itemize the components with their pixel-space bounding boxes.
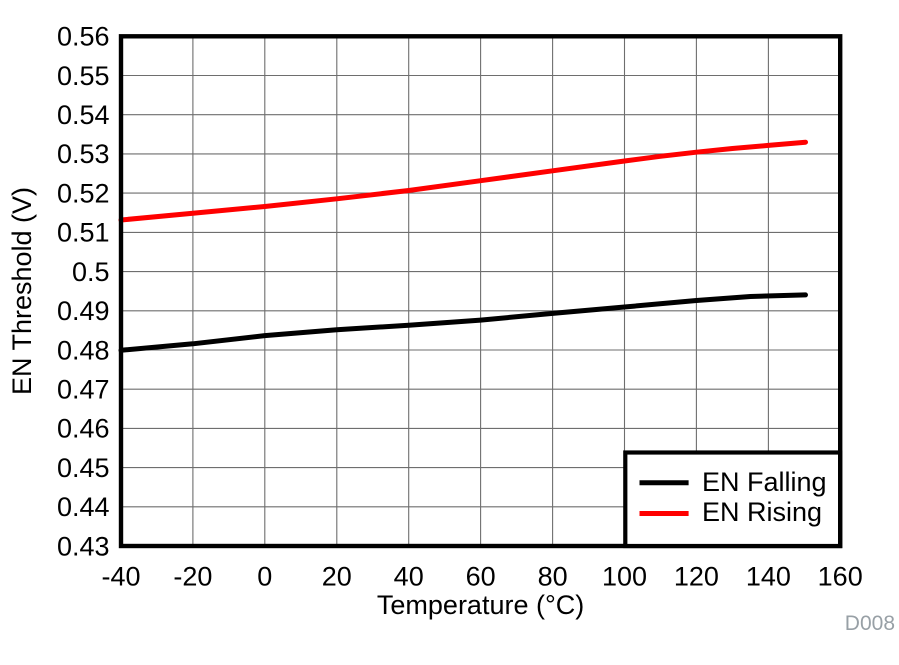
svg-text:D008: D008 xyxy=(845,612,895,635)
svg-text:0.45: 0.45 xyxy=(57,453,110,483)
svg-text:120: 120 xyxy=(674,561,719,591)
svg-text:0.47: 0.47 xyxy=(57,375,110,405)
svg-text:160: 160 xyxy=(818,561,863,591)
svg-text:0.54: 0.54 xyxy=(57,100,110,130)
svg-text:0.51: 0.51 xyxy=(57,218,110,248)
svg-text:0.52: 0.52 xyxy=(57,178,110,208)
svg-text:0.5: 0.5 xyxy=(72,257,110,287)
svg-text:20: 20 xyxy=(322,561,352,591)
svg-text:EN Rising: EN Rising xyxy=(702,497,822,527)
svg-text:EN Falling: EN Falling xyxy=(702,467,827,497)
svg-text:40: 40 xyxy=(394,561,424,591)
svg-text:0.55: 0.55 xyxy=(57,61,110,91)
svg-text:0.46: 0.46 xyxy=(57,414,110,444)
svg-text:0.56: 0.56 xyxy=(57,22,110,52)
svg-text:0.49: 0.49 xyxy=(57,296,110,326)
svg-text:0.44: 0.44 xyxy=(57,492,110,522)
svg-text:140: 140 xyxy=(746,561,791,591)
svg-text:0: 0 xyxy=(257,561,272,591)
svg-text:-40: -40 xyxy=(101,561,140,591)
svg-text:-20: -20 xyxy=(173,561,212,591)
svg-text:Temperature (°C): Temperature (°C) xyxy=(377,590,584,620)
svg-text:100: 100 xyxy=(602,561,647,591)
svg-text:0.43: 0.43 xyxy=(57,531,110,561)
svg-text:0.48: 0.48 xyxy=(57,335,110,365)
svg-text:0.53: 0.53 xyxy=(57,139,110,169)
svg-text:80: 80 xyxy=(538,561,568,591)
svg-text:60: 60 xyxy=(466,561,496,591)
svg-text:EN Threshold (V): EN Threshold (V) xyxy=(7,187,37,395)
